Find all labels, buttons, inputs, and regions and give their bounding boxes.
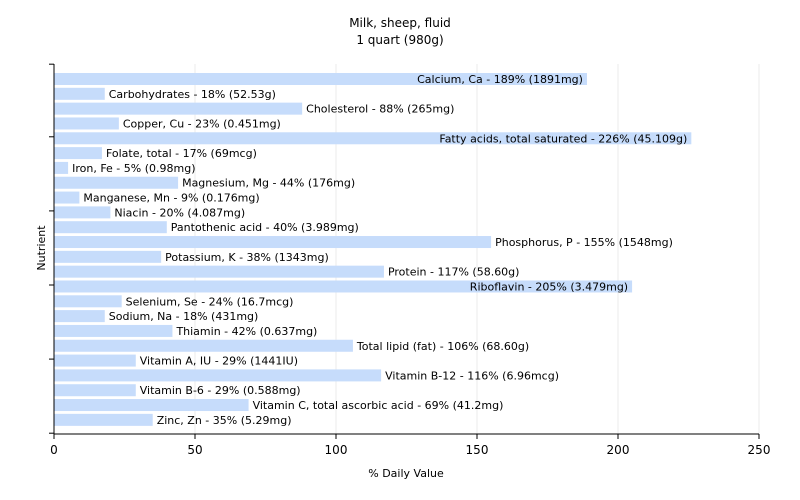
x-tick-label-5: 250 (748, 443, 771, 457)
bar-3 (54, 117, 119, 130)
bar-label-18: Total lipid (fat) - 106% (68.60g) (356, 340, 529, 353)
bar-11 (54, 236, 492, 249)
bar-label-4: Fatty acids, total saturated - 226% (45.… (439, 132, 687, 145)
y-axis-title: Nutrient (35, 225, 48, 271)
chart-title: Milk, sheep, fluid (349, 16, 451, 30)
bars: Calcium, Ca - 189% (1891mg) Carbohydrates… (54, 73, 692, 427)
bar-label-10: Pantothenic acid - 40% (3.989mg) (171, 221, 359, 234)
x-tick-label-4: 200 (607, 443, 630, 457)
bar-0 (54, 73, 587, 85)
x-tick-label-2: 100 (325, 443, 348, 457)
bar-label-13: Protein - 117% (58.60g) (388, 266, 520, 279)
x-axis-title: % Daily Value (368, 467, 444, 480)
bar-22 (54, 399, 249, 412)
bar-label-0: Calcium, Ca - 189% (1891mg) (417, 73, 583, 86)
bar-label-9: Niacin - 20% (4.087mg) (114, 206, 245, 219)
bar-23 (54, 413, 153, 426)
bar-9 (54, 206, 111, 219)
bar-8 (54, 191, 80, 204)
bar-label-14: Riboflavin - 205% (3.479mg) (470, 280, 628, 293)
bar-label-21: Vitamin B-6 - 29% (0.588mg) (140, 384, 301, 397)
bar-12 (54, 250, 162, 263)
x-tick-label-0: 0 (50, 443, 58, 457)
bar-label-12: Potassium, K - 38% (1343mg) (165, 251, 329, 264)
bar-13 (54, 265, 384, 278)
bar-label-5: Folate, total - 17% (69mcg) (106, 147, 257, 160)
bar-17 (54, 324, 173, 337)
bar-6 (54, 161, 69, 174)
bar-7 (54, 176, 179, 189)
bar-10 (54, 221, 167, 234)
bar-4 (54, 132, 692, 145)
bar-label-15: Selenium, Se - 24% (16.7mcg) (126, 295, 294, 308)
bar-label-7: Magnesium, Mg - 44% (176mg) (182, 177, 355, 190)
bar-label-8: Manganese, Mn - 9% (0.176mg) (83, 192, 259, 205)
bar-label-2: Cholesterol - 88% (265mg) (306, 103, 454, 116)
bar-16 (54, 310, 105, 323)
bar-label-6: Iron, Fe - 5% (0.98mg) (72, 162, 195, 175)
bar-5 (54, 147, 102, 160)
bar-19 (54, 354, 136, 367)
bar-21 (54, 384, 136, 397)
bar-14 (54, 280, 633, 293)
bar-label-3: Copper, Cu - 23% (0.451mg) (123, 117, 281, 130)
x-tick-label-1: 50 (187, 443, 202, 457)
axes: 0 50 100 150 200 250 (49, 63, 771, 457)
bar-1 (54, 87, 105, 100)
bar-18 (54, 339, 353, 352)
bar-label-16: Sodium, Na - 18% (431mg) (109, 310, 259, 323)
bar-label-11: Phosphorus, P - 155% (1548mg) (495, 236, 673, 249)
bar-label-22: Vitamin C, total ascorbic acid - 69% (41… (253, 399, 504, 412)
bar-20 (54, 369, 382, 382)
bar-2 (54, 102, 303, 115)
bar-15 (54, 295, 122, 308)
bar-label-17: Thiamin - 42% (0.637mg) (175, 325, 317, 338)
bar-label-19: Vitamin A, IU - 29% (1441IU) (140, 355, 298, 368)
chart-subtitle: 1 quart (980g) (356, 33, 443, 47)
bar-label-1: Carbohydrates - 18% (52.53g) (109, 88, 276, 101)
bar-label-23: Zinc, Zn - 35% (5.29mg) (157, 414, 292, 427)
x-tick-label-3: 150 (466, 443, 489, 457)
bar-label-20: Vitamin B-12 - 116% (6.96mcg) (385, 369, 559, 382)
